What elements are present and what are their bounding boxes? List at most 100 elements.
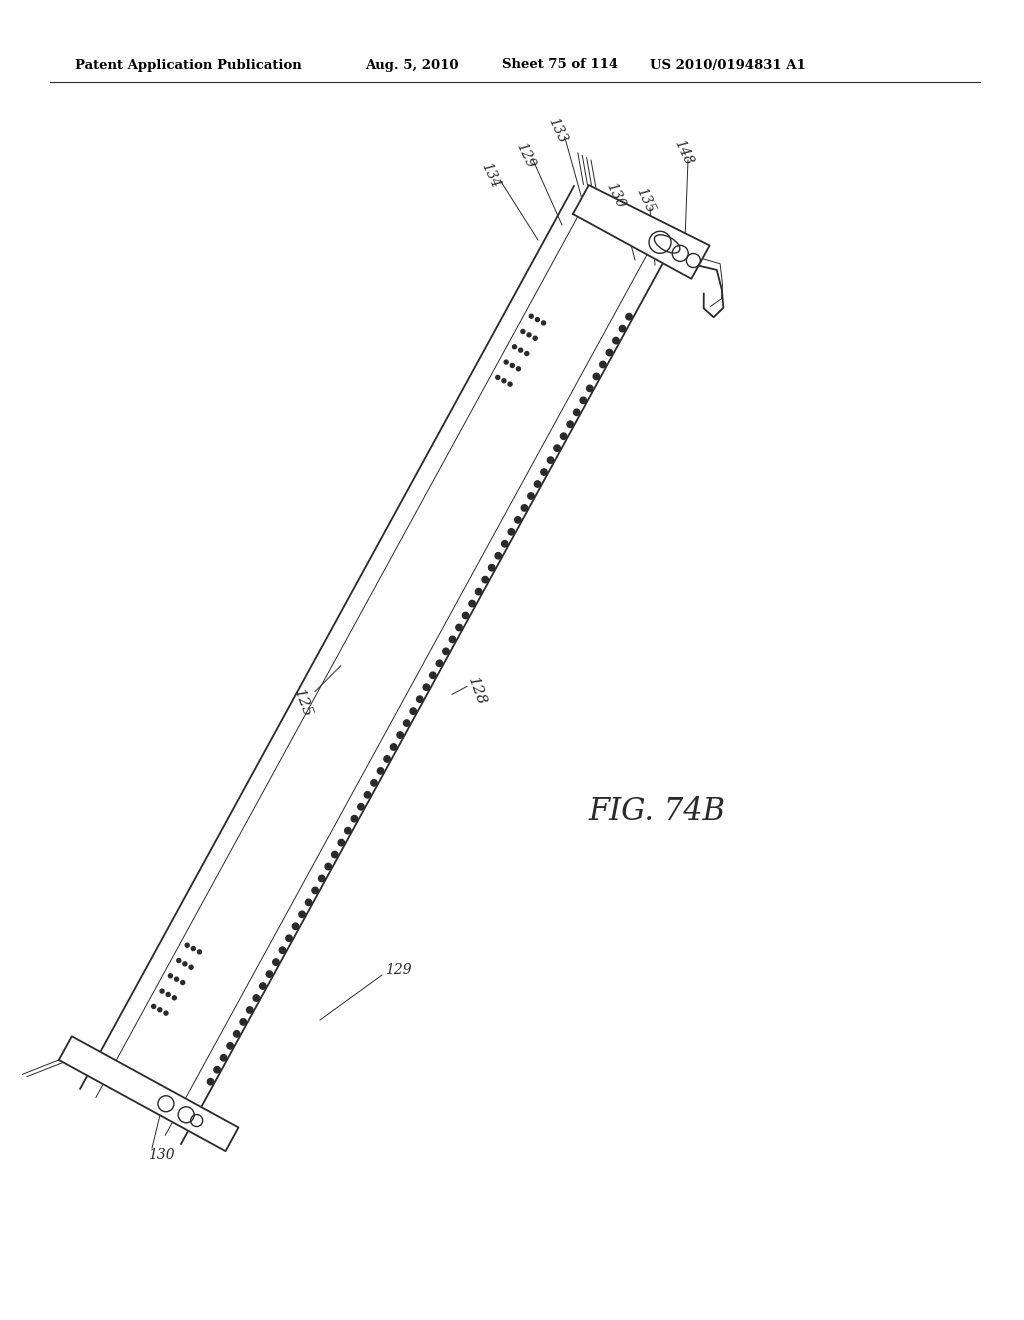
Circle shape bbox=[417, 696, 423, 702]
Circle shape bbox=[318, 875, 325, 882]
Circle shape bbox=[332, 851, 338, 858]
Circle shape bbox=[516, 367, 520, 371]
Circle shape bbox=[502, 379, 506, 383]
Text: 134: 134 bbox=[478, 160, 502, 190]
Circle shape bbox=[168, 974, 172, 978]
Circle shape bbox=[527, 333, 531, 337]
Circle shape bbox=[529, 314, 534, 318]
Circle shape bbox=[166, 993, 170, 997]
Circle shape bbox=[495, 553, 502, 558]
Text: 125: 125 bbox=[291, 688, 314, 719]
Circle shape bbox=[390, 743, 397, 750]
Text: 130: 130 bbox=[148, 1148, 175, 1162]
Circle shape bbox=[214, 1067, 220, 1073]
Circle shape bbox=[227, 1043, 233, 1049]
Circle shape bbox=[567, 421, 573, 428]
Text: 135: 135 bbox=[633, 185, 657, 215]
Circle shape bbox=[475, 589, 482, 595]
Circle shape bbox=[612, 338, 620, 343]
Text: 128: 128 bbox=[465, 676, 488, 708]
Circle shape bbox=[384, 756, 390, 762]
Circle shape bbox=[280, 946, 286, 953]
Circle shape bbox=[305, 899, 312, 906]
Circle shape bbox=[496, 375, 500, 379]
Circle shape bbox=[519, 348, 522, 352]
Circle shape bbox=[573, 409, 580, 416]
Circle shape bbox=[158, 1007, 162, 1011]
Circle shape bbox=[325, 863, 332, 870]
Circle shape bbox=[299, 911, 305, 917]
Circle shape bbox=[606, 350, 612, 355]
Circle shape bbox=[185, 944, 189, 948]
Circle shape bbox=[580, 397, 587, 404]
Circle shape bbox=[191, 946, 196, 950]
Circle shape bbox=[207, 1078, 214, 1085]
Circle shape bbox=[560, 433, 567, 440]
Circle shape bbox=[423, 684, 429, 690]
Circle shape bbox=[430, 672, 436, 678]
Circle shape bbox=[292, 923, 299, 929]
Circle shape bbox=[542, 321, 546, 325]
Circle shape bbox=[378, 768, 384, 774]
Circle shape bbox=[233, 1031, 240, 1038]
Text: Patent Application Publication: Patent Application Publication bbox=[75, 58, 302, 71]
Circle shape bbox=[515, 516, 521, 523]
Polygon shape bbox=[572, 185, 710, 279]
Circle shape bbox=[593, 374, 599, 380]
Circle shape bbox=[351, 816, 357, 822]
Circle shape bbox=[180, 981, 184, 985]
Circle shape bbox=[534, 337, 538, 341]
Circle shape bbox=[626, 313, 632, 319]
Circle shape bbox=[488, 565, 495, 570]
Circle shape bbox=[260, 983, 266, 989]
Circle shape bbox=[456, 624, 462, 631]
Text: 129: 129 bbox=[513, 140, 537, 170]
Circle shape bbox=[345, 828, 351, 834]
Circle shape bbox=[286, 935, 292, 941]
Text: US 2010/0194831 A1: US 2010/0194831 A1 bbox=[650, 58, 806, 71]
Circle shape bbox=[548, 457, 554, 463]
Circle shape bbox=[482, 577, 488, 583]
Circle shape bbox=[198, 950, 202, 954]
Circle shape bbox=[312, 887, 318, 894]
Circle shape bbox=[253, 995, 259, 1001]
Circle shape bbox=[554, 445, 560, 451]
Text: FIG. 74B: FIG. 74B bbox=[588, 796, 725, 828]
Polygon shape bbox=[58, 1036, 239, 1151]
Circle shape bbox=[442, 648, 450, 655]
Circle shape bbox=[508, 381, 512, 387]
Circle shape bbox=[436, 660, 442, 667]
Circle shape bbox=[247, 1007, 253, 1014]
Circle shape bbox=[410, 708, 417, 714]
Circle shape bbox=[504, 360, 508, 364]
Circle shape bbox=[152, 1005, 156, 1008]
Circle shape bbox=[600, 362, 606, 368]
Circle shape bbox=[357, 804, 365, 810]
Circle shape bbox=[463, 612, 469, 619]
Circle shape bbox=[174, 977, 178, 981]
Text: 133: 133 bbox=[545, 115, 569, 145]
Circle shape bbox=[536, 318, 540, 322]
Circle shape bbox=[177, 958, 181, 962]
Circle shape bbox=[266, 972, 272, 977]
Circle shape bbox=[502, 541, 508, 546]
Circle shape bbox=[541, 469, 547, 475]
Circle shape bbox=[183, 962, 187, 966]
Circle shape bbox=[371, 780, 377, 785]
Text: 148: 148 bbox=[671, 137, 695, 168]
Circle shape bbox=[160, 989, 164, 993]
Circle shape bbox=[397, 731, 403, 738]
Circle shape bbox=[403, 719, 410, 726]
Circle shape bbox=[338, 840, 344, 846]
Circle shape bbox=[365, 792, 371, 799]
Text: Sheet 75 of 114: Sheet 75 of 114 bbox=[502, 58, 618, 71]
Circle shape bbox=[508, 528, 514, 535]
Circle shape bbox=[521, 330, 525, 334]
Circle shape bbox=[164, 1011, 168, 1015]
Text: Aug. 5, 2010: Aug. 5, 2010 bbox=[365, 58, 459, 71]
Circle shape bbox=[620, 326, 626, 331]
Text: 129: 129 bbox=[385, 964, 412, 977]
Circle shape bbox=[510, 363, 514, 367]
Circle shape bbox=[525, 351, 528, 355]
Circle shape bbox=[220, 1055, 226, 1061]
